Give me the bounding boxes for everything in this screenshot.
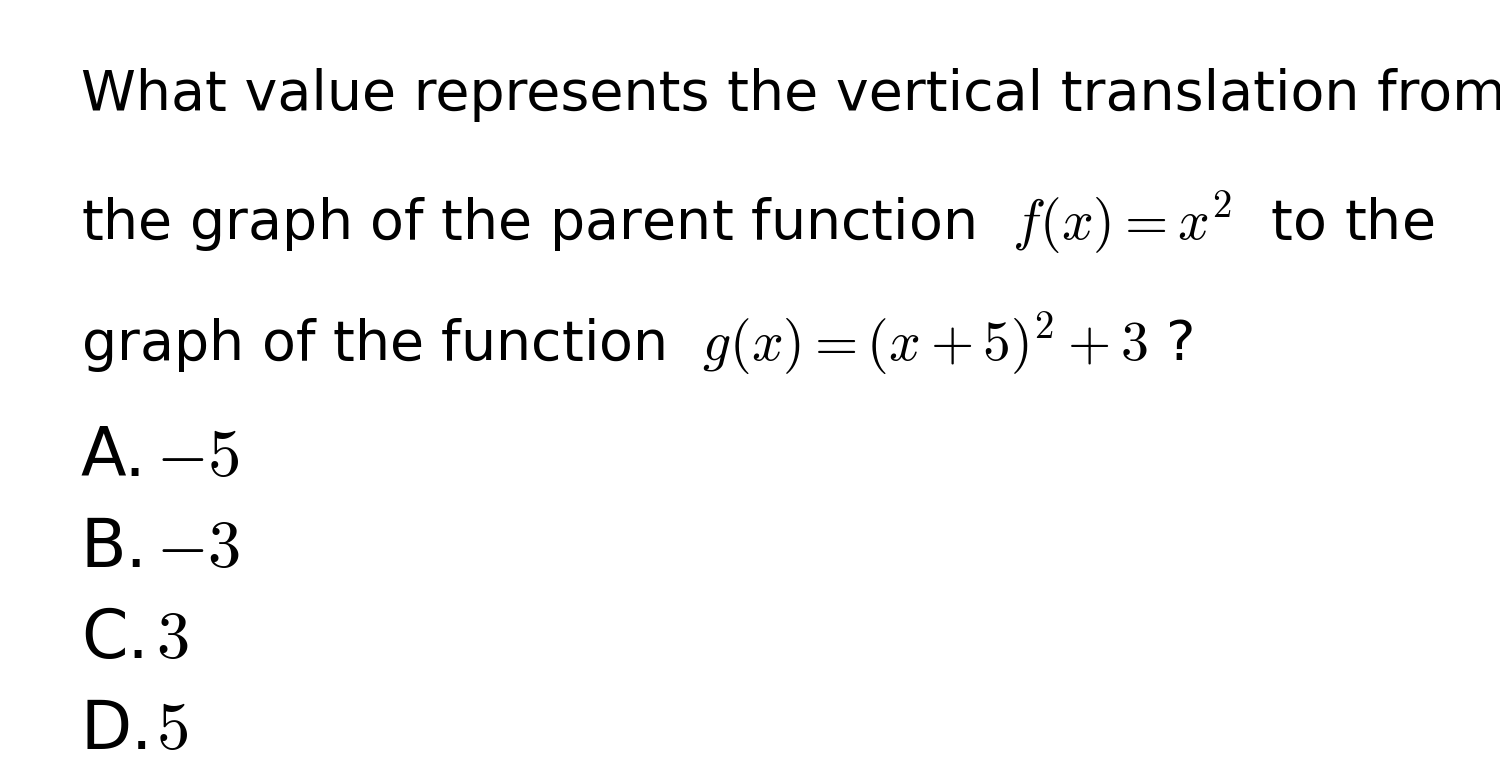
Text: $-5$: $-5$ — [156, 424, 240, 490]
Text: $-3$: $-3$ — [156, 515, 240, 581]
Text: A.: A. — [81, 424, 147, 490]
Text: C.: C. — [81, 606, 148, 672]
Text: the graph of the parent function  $f(x)=x^2$  to the: the graph of the parent function $f(x)=x… — [81, 189, 1434, 257]
Text: $3$: $3$ — [156, 606, 189, 672]
Text: What value represents the vertical translation from: What value represents the vertical trans… — [81, 68, 1500, 122]
Text: $5$: $5$ — [156, 697, 188, 763]
Text: graph of the function  $g(x)=(x+5)^2+3$ ?: graph of the function $g(x)=(x+5)^2+3$ ? — [81, 310, 1194, 378]
Text: B.: B. — [81, 515, 148, 581]
Text: D.: D. — [81, 697, 153, 763]
